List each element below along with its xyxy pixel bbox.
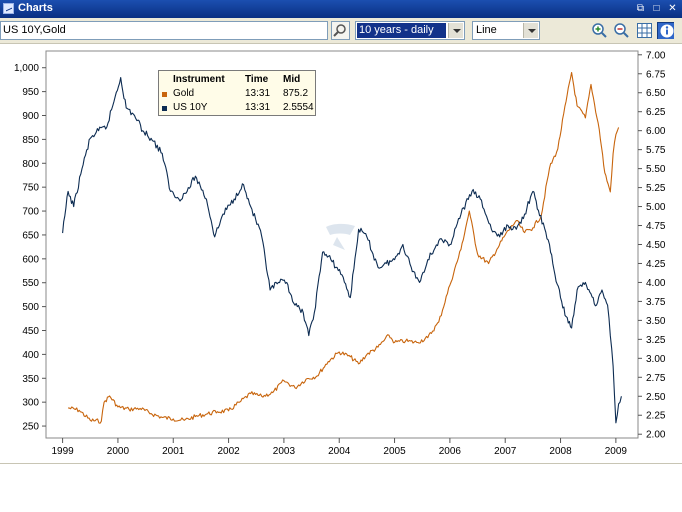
- x-tick-label: 2005: [383, 446, 406, 457]
- legend-row-gold: Gold 13:31 875.2: [159, 87, 315, 101]
- x-tick-label: 2006: [439, 446, 462, 457]
- watermark-logo: [326, 223, 355, 250]
- legend-gold-name: Gold: [173, 88, 195, 99]
- legend-row-us10y: US 10Y 13:31 2.5554: [159, 101, 315, 115]
- x-tick-label: 2001: [162, 446, 185, 457]
- y-left-tick-label: 600: [22, 254, 39, 265]
- zoom-in-icon[interactable]: [591, 22, 608, 39]
- chevron-down-icon[interactable]: [448, 23, 463, 38]
- window-title: Charts: [18, 2, 53, 14]
- y-right-tick-label: 4.25: [646, 259, 666, 270]
- y-right-tick-label: 4.50: [646, 240, 666, 251]
- legend-gold-time: 13:31: [245, 88, 271, 99]
- chevron-down-icon[interactable]: [523, 23, 538, 38]
- x-tick-label: 2004: [328, 446, 351, 457]
- legend-header-time: Time: [245, 74, 269, 85]
- legend-header: Instrument Time Mid: [159, 73, 315, 87]
- y-left-tick-label: 700: [22, 207, 39, 218]
- y-right-tick-label: 5.25: [646, 183, 666, 194]
- y-right-tick-label: 5.75: [646, 145, 666, 156]
- y-right-tick-label: 2.25: [646, 411, 666, 422]
- close-icon[interactable]: ✕: [668, 3, 677, 14]
- y-left-tick-label: 350: [22, 374, 39, 385]
- plot-frame: [45, 50, 639, 439]
- gold-swatch: [162, 92, 167, 97]
- y-left-tick-label: 300: [22, 398, 39, 409]
- zoom-out-icon[interactable]: [613, 22, 630, 39]
- y-left-tick-label: 450: [22, 326, 39, 337]
- legend-header-mid: Mid: [283, 74, 301, 85]
- y-right-tick-label: 5.00: [646, 202, 666, 213]
- y-left-tick-label: 850: [22, 135, 39, 146]
- y-left-tick-label: 550: [22, 278, 39, 289]
- y-left-tick-label: 500: [22, 302, 39, 313]
- x-tick-label: 2009: [605, 446, 628, 457]
- chart-toolbar: US 10Y,Gold 10 years - daily Line: [0, 18, 682, 44]
- y-right-tick-label: 7.00: [646, 50, 666, 61]
- maximize-icon[interactable]: □: [653, 3, 660, 14]
- series-line-us-10y[interactable]: [62, 77, 622, 424]
- y-left-tick-label: 1,000: [14, 63, 39, 74]
- chart-type-dropdown[interactable]: Line: [472, 21, 540, 40]
- legend-us10y-name: US 10Y: [173, 102, 208, 113]
- window-titlebar: Charts ⧉ □ ✕: [0, 0, 682, 18]
- restore-icon[interactable]: ⧉: [636, 3, 645, 14]
- legend-gold-mid: 875.2: [283, 88, 309, 99]
- price-chart[interactable]: 1,000 950 900 850 800 750 700 650 600 550 500 450 40…: [0, 45, 682, 463]
- legend-us10y-mid: 2.5554: [283, 102, 314, 113]
- y-right-tick-label: 6.25: [646, 107, 666, 118]
- info-icon[interactable]: [657, 22, 674, 39]
- y-right-tick-label: 2.00: [646, 430, 666, 441]
- x-tick-label: 1999: [51, 446, 74, 457]
- y-right-tick-label: 5.50: [646, 164, 666, 175]
- y-right-tick-label: 2.75: [646, 373, 666, 384]
- y-left-tick-label: 650: [22, 230, 39, 241]
- x-tick-label: 2007: [494, 446, 517, 457]
- legend-us10y-time: 13:31: [245, 102, 271, 113]
- y-right-tick-label: 3.00: [646, 354, 666, 365]
- y-right-tick-label: 4.75: [646, 221, 666, 232]
- chart-area[interactable]: 1,000 950 900 850 800 750 700 650 600 550 500 450 40…: [0, 45, 682, 463]
- search-icon: [333, 24, 346, 37]
- legend-header-instrument: Instrument: [173, 74, 225, 85]
- y-left-tick-label: 800: [22, 159, 39, 170]
- y-left-tick-label: 250: [22, 422, 39, 433]
- y-right-tick-label: 6.75: [646, 69, 666, 80]
- y-right-tick-label: 4.00: [646, 278, 666, 289]
- series-line-gold[interactable]: [68, 71, 620, 424]
- period-dropdown[interactable]: 10 years - daily: [355, 21, 465, 40]
- grid-icon[interactable]: [636, 22, 653, 39]
- search-button[interactable]: [331, 21, 350, 40]
- x-tick-label: 2002: [217, 446, 240, 457]
- period-value: 10 years - daily: [357, 23, 446, 38]
- x-tick-label: 2008: [549, 446, 572, 457]
- y-right-tick-label: 2.50: [646, 392, 666, 403]
- x-tick-label: 2000: [107, 446, 130, 457]
- chart-app-icon: [3, 3, 14, 14]
- y-right-tick-label: 3.25: [646, 335, 666, 346]
- y-right-tick-label: 3.75: [646, 297, 666, 308]
- us10y-swatch: [162, 106, 167, 111]
- y-right-tick-label: 3.50: [646, 316, 666, 327]
- chart-type-value: Line: [476, 24, 497, 36]
- x-tick-label: 2003: [273, 446, 296, 457]
- y-left-tick-label: 900: [22, 111, 39, 122]
- instrument-input[interactable]: US 10Y,Gold: [0, 21, 328, 40]
- y-left-tick-label: 400: [22, 350, 39, 361]
- y-left-tick-label: 950: [22, 87, 39, 98]
- y-left-tick-label: 750: [22, 183, 39, 194]
- bottom-divider: [0, 463, 682, 464]
- y-right-tick-label: 6.00: [646, 126, 666, 137]
- legend-box: Instrument Time Mid Gold 13:31 875.2 US …: [158, 70, 316, 116]
- y-right-tick-label: 6.50: [646, 88, 666, 99]
